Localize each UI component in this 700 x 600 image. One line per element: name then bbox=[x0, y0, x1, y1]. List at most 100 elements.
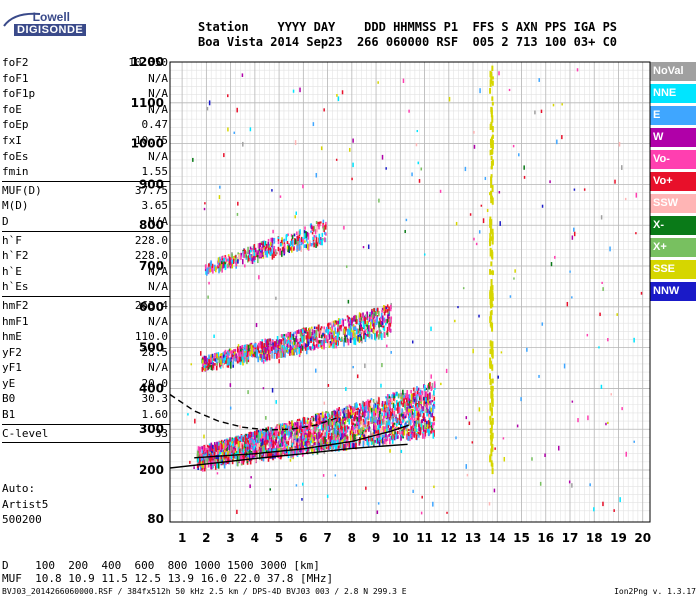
echo-point bbox=[259, 242, 262, 247]
echo-point bbox=[320, 343, 322, 348]
echo-point bbox=[353, 326, 355, 331]
echo-point bbox=[382, 415, 385, 422]
echo-point bbox=[251, 248, 253, 252]
param-row: C-level 33 bbox=[2, 426, 170, 442]
noise-point bbox=[571, 296, 573, 299]
echo-point bbox=[326, 412, 329, 418]
echo-point bbox=[396, 417, 398, 423]
param-value: N/A bbox=[148, 264, 168, 278]
echo-point bbox=[276, 335, 279, 342]
echo-point bbox=[269, 431, 272, 434]
echo-point bbox=[372, 323, 375, 330]
echo-point bbox=[212, 444, 215, 448]
echo-point bbox=[201, 446, 203, 450]
echo-point bbox=[274, 433, 276, 437]
echo-point bbox=[315, 437, 318, 443]
echo-point bbox=[310, 422, 312, 427]
echo-point bbox=[380, 312, 383, 319]
echo-point bbox=[220, 445, 222, 453]
y-tick-label: 200 bbox=[139, 463, 164, 477]
echo-point bbox=[218, 444, 221, 447]
echo-point bbox=[400, 413, 403, 417]
echo-point bbox=[270, 237, 272, 242]
echo-point bbox=[235, 442, 237, 445]
echo-point bbox=[393, 393, 395, 397]
echo-point bbox=[272, 342, 274, 349]
echo-point bbox=[417, 432, 420, 435]
echo-point bbox=[334, 336, 337, 341]
param-row: yE 20.0 bbox=[2, 376, 170, 392]
echo-point bbox=[221, 265, 223, 273]
echo-point bbox=[393, 395, 395, 399]
echo-point bbox=[275, 252, 278, 255]
autoscale-info: Auto: Artist5 500200 bbox=[2, 481, 48, 528]
echo-point bbox=[243, 251, 245, 259]
echo-point bbox=[277, 246, 280, 252]
echo-point bbox=[232, 258, 235, 264]
param-value: N/A bbox=[148, 71, 168, 85]
echo-point bbox=[360, 435, 363, 440]
echo-point bbox=[366, 438, 369, 446]
echo-point bbox=[392, 417, 394, 423]
echo-point bbox=[239, 439, 242, 443]
echo-point bbox=[202, 463, 204, 469]
echo-point bbox=[359, 313, 362, 318]
noise-point bbox=[279, 195, 282, 198]
echo-point bbox=[282, 434, 284, 442]
echo-point bbox=[198, 450, 201, 455]
echo-point bbox=[247, 440, 250, 445]
ssc-point bbox=[491, 443, 494, 452]
echo-point bbox=[243, 357, 246, 362]
echo-point bbox=[214, 358, 217, 362]
echo-point bbox=[249, 434, 252, 440]
echo-point bbox=[265, 448, 267, 453]
echo-point bbox=[426, 385, 429, 392]
echo-point bbox=[227, 456, 230, 464]
echo-point bbox=[404, 423, 406, 427]
echo-point bbox=[270, 249, 273, 254]
echo-point bbox=[258, 247, 261, 251]
echo-point bbox=[309, 240, 311, 247]
ssc-point bbox=[491, 126, 494, 133]
echo-point bbox=[211, 353, 214, 358]
noise-point bbox=[439, 189, 442, 193]
echo-point bbox=[299, 432, 302, 435]
echo-point bbox=[336, 328, 339, 335]
echo-point bbox=[325, 337, 328, 342]
echo-point bbox=[347, 413, 350, 418]
echo-point bbox=[341, 418, 343, 423]
echo-point bbox=[256, 429, 258, 436]
echo-point bbox=[380, 320, 383, 325]
echo-point bbox=[310, 230, 312, 233]
echo-point bbox=[330, 329, 333, 333]
echo-point bbox=[341, 430, 343, 433]
echo-point bbox=[316, 438, 319, 444]
noise-point bbox=[518, 153, 520, 157]
echo-point bbox=[346, 429, 349, 433]
echo-point bbox=[333, 427, 335, 431]
echo-point bbox=[384, 409, 386, 414]
echo-point bbox=[302, 441, 305, 446]
echo-point bbox=[258, 434, 260, 441]
echo-point bbox=[303, 230, 306, 234]
echo-point bbox=[407, 408, 410, 413]
echo-point bbox=[276, 352, 278, 359]
echo-point bbox=[364, 432, 367, 437]
echo-point bbox=[377, 432, 379, 439]
echo-point bbox=[348, 323, 350, 327]
echo-point bbox=[394, 414, 397, 417]
echo-point bbox=[259, 341, 262, 347]
echo-point bbox=[425, 391, 428, 397]
echo-point bbox=[242, 449, 245, 454]
echo-point bbox=[260, 438, 262, 442]
echo-point bbox=[335, 436, 337, 442]
echo-point bbox=[312, 441, 315, 447]
echo-point bbox=[282, 438, 285, 445]
echo-point bbox=[307, 417, 310, 421]
echo-point bbox=[428, 430, 430, 435]
echo-point bbox=[388, 427, 391, 432]
echo-point bbox=[229, 361, 232, 369]
echo-point bbox=[271, 242, 274, 249]
echo-point bbox=[267, 450, 270, 458]
echo-point bbox=[377, 440, 379, 444]
